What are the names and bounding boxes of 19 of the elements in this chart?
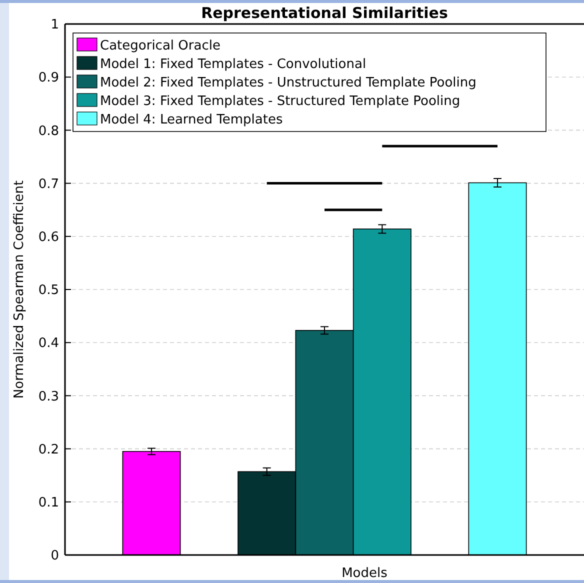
legend-label: Model 3: Fixed Templates - Structured Template Pooling: [100, 94, 460, 110]
y-tick-label: 0.9: [38, 70, 59, 86]
y-tick-label: 0.5: [38, 283, 59, 298]
y-tick-label: 0.1: [38, 495, 59, 510]
y-tick-label: 0.6: [38, 230, 59, 245]
x-axis-title: Models: [342, 566, 388, 581]
legend-label: Categorical Oracle: [100, 38, 220, 54]
y-axis-title: Normalized Spearman Coefficient: [12, 180, 27, 399]
legend-label: Model 2: Fixed Templates - Unstructured Template Pooling: [100, 76, 476, 91]
y-tick-label: 0.2: [38, 442, 59, 458]
y-tick-label: 0: [50, 548, 59, 564]
y-tick-label: 0.3: [38, 389, 59, 404]
legend-label: Model 4: Learned Templates: [100, 112, 283, 128]
y-tick-label: 1: [50, 18, 59, 33]
legend-label: Model 1: Fixed Templates - Convolutional: [100, 57, 366, 72]
y-tick-label: 0.4: [38, 336, 59, 352]
y-tick-label: 0.7: [38, 176, 59, 192]
y-tick-label: 0.8: [38, 124, 59, 139]
chart-title: Representational Similarities: [201, 4, 448, 22]
